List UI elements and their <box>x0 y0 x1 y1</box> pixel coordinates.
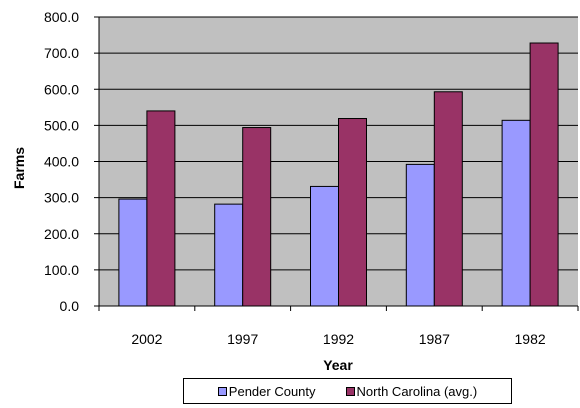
y-tick-label: 600.0 <box>44 81 79 97</box>
legend-swatch-north-carolina <box>345 386 355 396</box>
y-tick-label: 400.0 <box>44 154 79 170</box>
y-tick-label: 500.0 <box>44 117 79 133</box>
x-tick-labels: 2002 1997 1992 1987 1982 <box>131 331 546 347</box>
legend: Pender County North Carolina (avg.) <box>183 378 512 404</box>
x-tick-label: 1992 <box>323 331 354 347</box>
y-tick-label: 300.0 <box>44 190 79 206</box>
x-tick-label: 1982 <box>515 331 546 347</box>
axes <box>94 16 579 311</box>
bar-pender-county <box>310 185 339 307</box>
bars <box>118 42 559 307</box>
bar-pender-county <box>501 119 531 307</box>
bar-pender-county <box>214 203 244 307</box>
bar-north-carolina <box>146 110 176 307</box>
legend-label-pender: Pender County <box>228 383 316 399</box>
legend-swatch-pender <box>217 386 227 396</box>
y-tick-labels: 0.0 100.0 200.0 300.0 400.0 500.0 600.0 700.0 80… <box>44 9 79 314</box>
legend-label-north-carolina: North Carolina (avg.) <box>356 383 478 399</box>
x-tick-label: 1987 <box>419 331 450 347</box>
y-axis-title: Farms <box>11 147 27 189</box>
x-tick-label: 2002 <box>131 331 162 347</box>
y-tick-label: 700.0 <box>44 45 79 61</box>
bar-north-carolina <box>529 42 559 307</box>
x-axis-title: Year <box>323 357 353 373</box>
x-tick-label: 1997 <box>227 331 258 347</box>
bar-north-carolina <box>433 91 463 307</box>
bar-pender-county <box>118 198 148 307</box>
y-tick-label: 100.0 <box>44 262 79 278</box>
legend-item-pender: Pender County <box>217 383 316 399</box>
legend-item-north-carolina: North Carolina (avg.) <box>345 383 478 399</box>
bar-north-carolina <box>242 127 272 307</box>
y-tick-label: 200.0 <box>44 226 79 242</box>
y-tick-label: 800.0 <box>44 9 79 25</box>
bar-north-carolina <box>338 118 367 307</box>
bar-pender-county <box>405 163 435 307</box>
y-tick-label: 0.0 <box>60 298 80 314</box>
